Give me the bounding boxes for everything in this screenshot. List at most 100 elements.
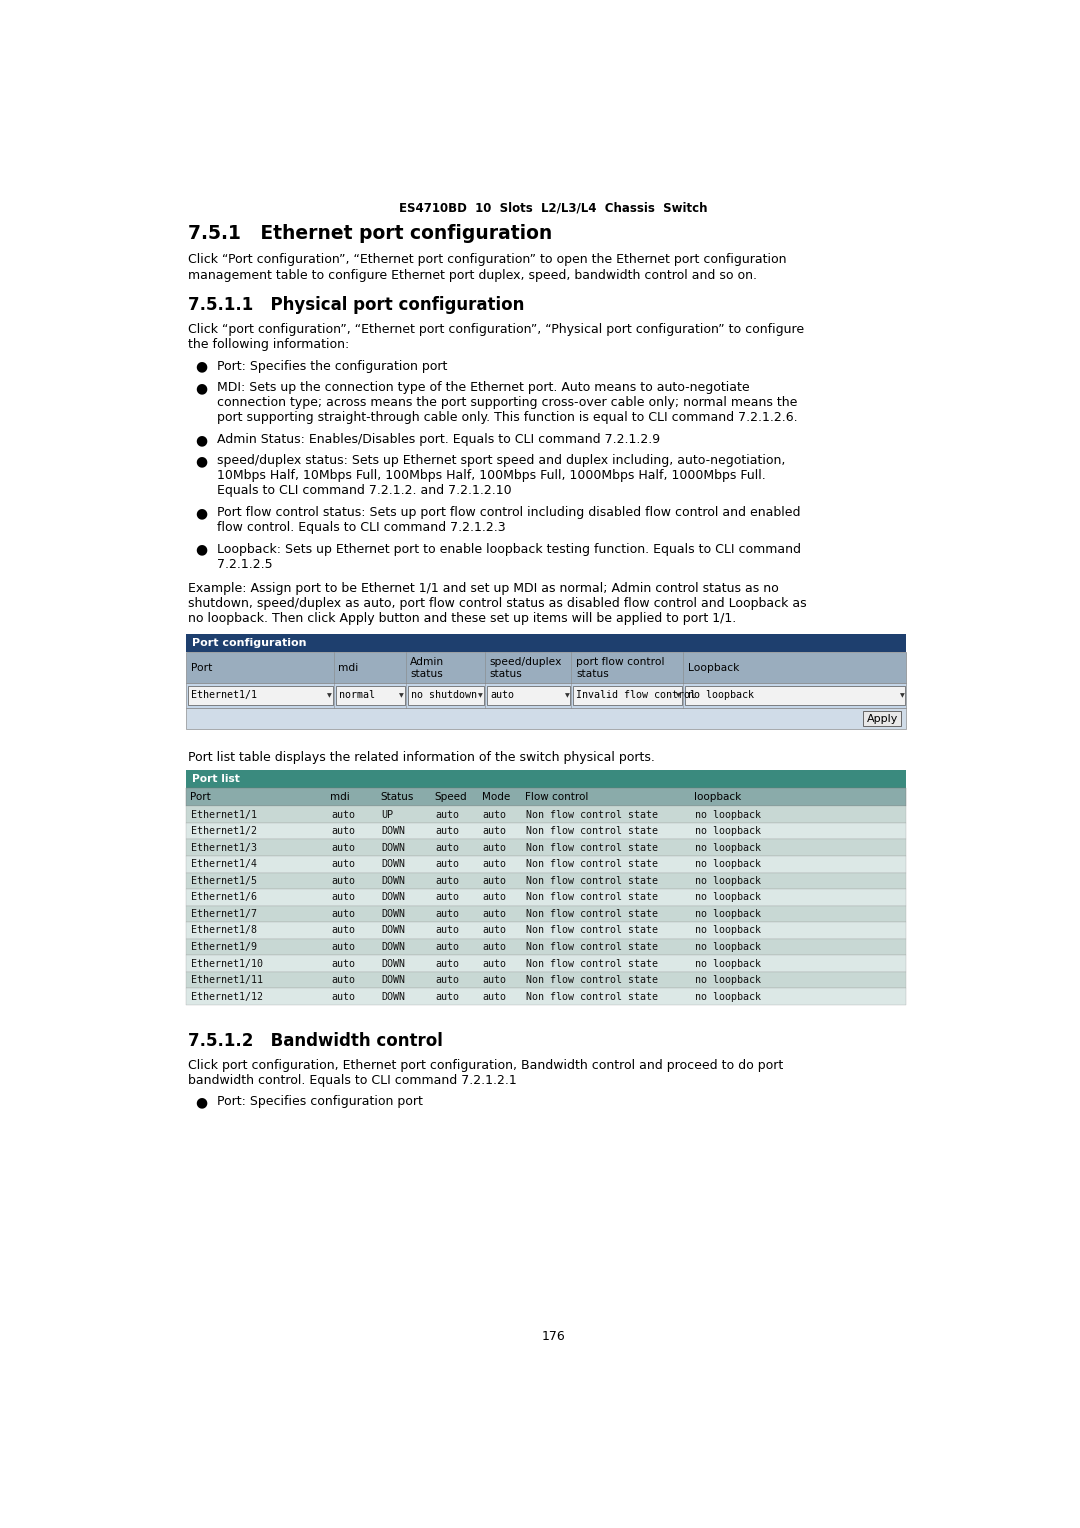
Text: auto: auto: [435, 810, 460, 819]
Text: Ethernet1/2: Ethernet1/2: [191, 827, 257, 836]
Text: Ethernet1/7: Ethernet1/7: [191, 909, 257, 918]
Text: 7.2.1.2.5: 7.2.1.2.5: [217, 558, 273, 570]
Text: no loopback: no loopback: [694, 909, 760, 918]
Text: auto: auto: [332, 859, 355, 869]
Text: DOWN: DOWN: [381, 975, 406, 986]
Text: Non flow control state: Non flow control state: [526, 992, 658, 1002]
Text: UP: UP: [381, 810, 393, 819]
FancyBboxPatch shape: [336, 686, 405, 704]
Text: Ethernet1/3: Ethernet1/3: [191, 842, 257, 853]
Text: Loopback: Loopback: [688, 663, 739, 672]
Text: auto: auto: [435, 975, 460, 986]
Text: speed/duplex status: Sets up Ethernet sport speed and duplex including, auto-neg: speed/duplex status: Sets up Ethernet sp…: [217, 454, 785, 468]
Text: Loopback: Sets up Ethernet port to enable loopback testing function. Equals to C: Loopback: Sets up Ethernet port to enabl…: [217, 542, 801, 556]
Text: auto: auto: [332, 876, 355, 886]
Text: auto: auto: [332, 909, 355, 918]
Text: Non flow control state: Non flow control state: [526, 810, 658, 819]
Text: Non flow control state: Non flow control state: [526, 827, 658, 836]
FancyBboxPatch shape: [186, 683, 906, 707]
Text: Status: Status: [381, 792, 415, 802]
Text: DOWN: DOWN: [381, 859, 406, 869]
Text: no loopback: no loopback: [694, 810, 760, 819]
Text: auto: auto: [332, 810, 355, 819]
Text: DOWN: DOWN: [381, 842, 406, 853]
Text: Example: Assign port to be Ethernet 1/1 and set up MDI as normal; Admin control : Example: Assign port to be Ethernet 1/1 …: [188, 582, 779, 596]
Text: auto: auto: [483, 859, 507, 869]
FancyBboxPatch shape: [186, 770, 906, 788]
Text: ▼: ▼: [900, 692, 904, 698]
Text: no loopback: no loopback: [694, 975, 760, 986]
Text: auto: auto: [435, 941, 460, 952]
Text: auto: auto: [483, 926, 507, 935]
Text: auto: auto: [483, 827, 507, 836]
FancyBboxPatch shape: [573, 686, 681, 704]
Text: ●: ●: [195, 542, 207, 556]
FancyBboxPatch shape: [186, 938, 906, 955]
Text: ▼: ▼: [400, 692, 404, 698]
Text: no loopback: no loopback: [688, 691, 754, 700]
Text: Port: Specifies configuration port: Port: Specifies configuration port: [217, 1096, 423, 1108]
Text: auto: auto: [332, 842, 355, 853]
Text: auto: auto: [483, 876, 507, 886]
Text: Non flow control state: Non flow control state: [526, 926, 658, 935]
Text: DOWN: DOWN: [381, 892, 406, 903]
Text: 7.5.1.1   Physical port configuration: 7.5.1.1 Physical port configuration: [188, 296, 524, 313]
Text: Ethernet1/11: Ethernet1/11: [191, 975, 262, 986]
FancyBboxPatch shape: [407, 686, 484, 704]
Text: Non flow control state: Non flow control state: [526, 909, 658, 918]
Text: 10Mbps Half, 10Mbps Full, 100Mbps Half, 100Mbps Full, 1000Mbps Half, 1000Mbps Fu: 10Mbps Half, 10Mbps Full, 100Mbps Half, …: [217, 469, 766, 483]
Text: Port: Specifies the configuration port: Port: Specifies the configuration port: [217, 359, 447, 373]
FancyBboxPatch shape: [186, 652, 906, 683]
Text: no loopback: no loopback: [694, 941, 760, 952]
Text: Port: Port: [191, 663, 212, 672]
Text: 176: 176: [542, 1329, 565, 1343]
Text: auto: auto: [332, 958, 355, 969]
Text: ▼: ▼: [565, 692, 569, 698]
Text: Port: Port: [190, 792, 211, 802]
Text: DOWN: DOWN: [381, 909, 406, 918]
Text: Port list: Port list: [191, 775, 240, 784]
FancyBboxPatch shape: [186, 856, 906, 872]
Text: Non flow control state: Non flow control state: [526, 892, 658, 903]
Text: ●: ●: [195, 1096, 207, 1109]
Text: Ethernet1/5: Ethernet1/5: [191, 876, 257, 886]
Text: no loopback: no loopback: [694, 859, 760, 869]
FancyBboxPatch shape: [186, 989, 906, 1005]
Text: ▼: ▼: [676, 692, 681, 698]
Text: no loopback: no loopback: [694, 892, 760, 903]
FancyBboxPatch shape: [685, 686, 905, 704]
FancyBboxPatch shape: [186, 906, 906, 923]
Text: DOWN: DOWN: [381, 876, 406, 886]
Text: auto: auto: [435, 827, 460, 836]
Text: ●: ●: [195, 432, 207, 446]
Text: auto: auto: [483, 941, 507, 952]
Text: no loopback: no loopback: [694, 926, 760, 935]
Text: Flow control: Flow control: [525, 792, 589, 802]
Text: Mode: Mode: [482, 792, 510, 802]
Text: auto: auto: [483, 810, 507, 819]
Text: Ethernet1/1: Ethernet1/1: [191, 691, 257, 700]
Text: Non flow control state: Non flow control state: [526, 958, 658, 969]
Text: ▼: ▼: [478, 692, 483, 698]
Text: auto: auto: [332, 926, 355, 935]
Text: mdi: mdi: [338, 663, 359, 672]
FancyBboxPatch shape: [186, 889, 906, 906]
Text: auto: auto: [483, 909, 507, 918]
Text: Ethernet1/10: Ethernet1/10: [191, 958, 262, 969]
Text: Speed: Speed: [435, 792, 468, 802]
Text: port supporting straight-through cable only. This function is equal to CLI comma: port supporting straight-through cable o…: [217, 411, 798, 425]
FancyBboxPatch shape: [186, 955, 906, 972]
FancyBboxPatch shape: [186, 634, 906, 652]
Text: auto: auto: [332, 975, 355, 986]
Text: DOWN: DOWN: [381, 992, 406, 1002]
Text: Ethernet1/6: Ethernet1/6: [191, 892, 257, 903]
Text: no loopback: no loopback: [694, 876, 760, 886]
Text: auto: auto: [435, 892, 460, 903]
Text: ●: ●: [195, 506, 207, 520]
FancyBboxPatch shape: [188, 686, 333, 704]
FancyBboxPatch shape: [186, 707, 906, 729]
Text: flow control. Equals to CLI command 7.2.1.2.3: flow control. Equals to CLI command 7.2.…: [217, 521, 505, 533]
Text: speed/duplex
status: speed/duplex status: [489, 657, 562, 678]
Text: ●: ●: [195, 359, 207, 374]
Text: connection type; across means the port supporting cross-over cable only; normal : connection type; across means the port s…: [217, 396, 797, 410]
